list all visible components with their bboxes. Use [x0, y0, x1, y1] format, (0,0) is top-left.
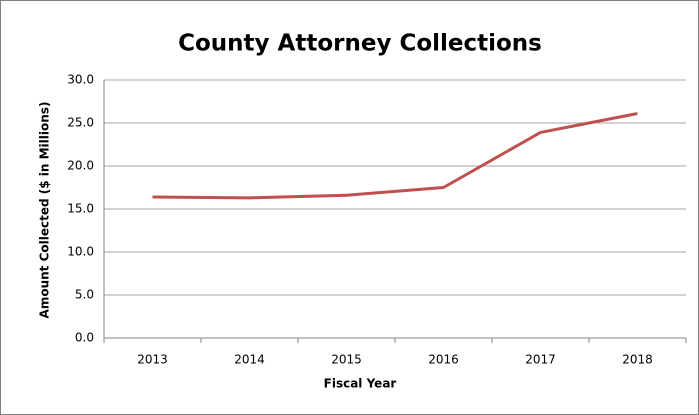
- x-tick-label: 2013: [137, 353, 168, 367]
- y-axis-title: Amount Collected ($ in Millions): [38, 102, 52, 319]
- chart-title: County Attorney Collections: [178, 31, 542, 57]
- y-tick-label: 15.0: [67, 202, 94, 216]
- data-line: [152, 112, 638, 200]
- y-tick-label: 0.0: [75, 331, 94, 345]
- y-tick-label: 20.0: [67, 159, 94, 173]
- x-tick-label: 2018: [622, 353, 653, 367]
- x-tick-label: 2017: [525, 353, 556, 367]
- y-tick-label: 5.0: [75, 288, 94, 302]
- x-tick-label: 2015: [331, 353, 362, 367]
- y-tick-label: 10.0: [67, 245, 94, 259]
- x-axis-title: Fiscal Year: [324, 377, 397, 391]
- x-tick-label: 2014: [234, 353, 265, 367]
- y-tick-label: 30.0: [67, 73, 94, 87]
- x-tick-label: 2016: [428, 353, 459, 367]
- y-tick-label: 25.0: [67, 116, 94, 130]
